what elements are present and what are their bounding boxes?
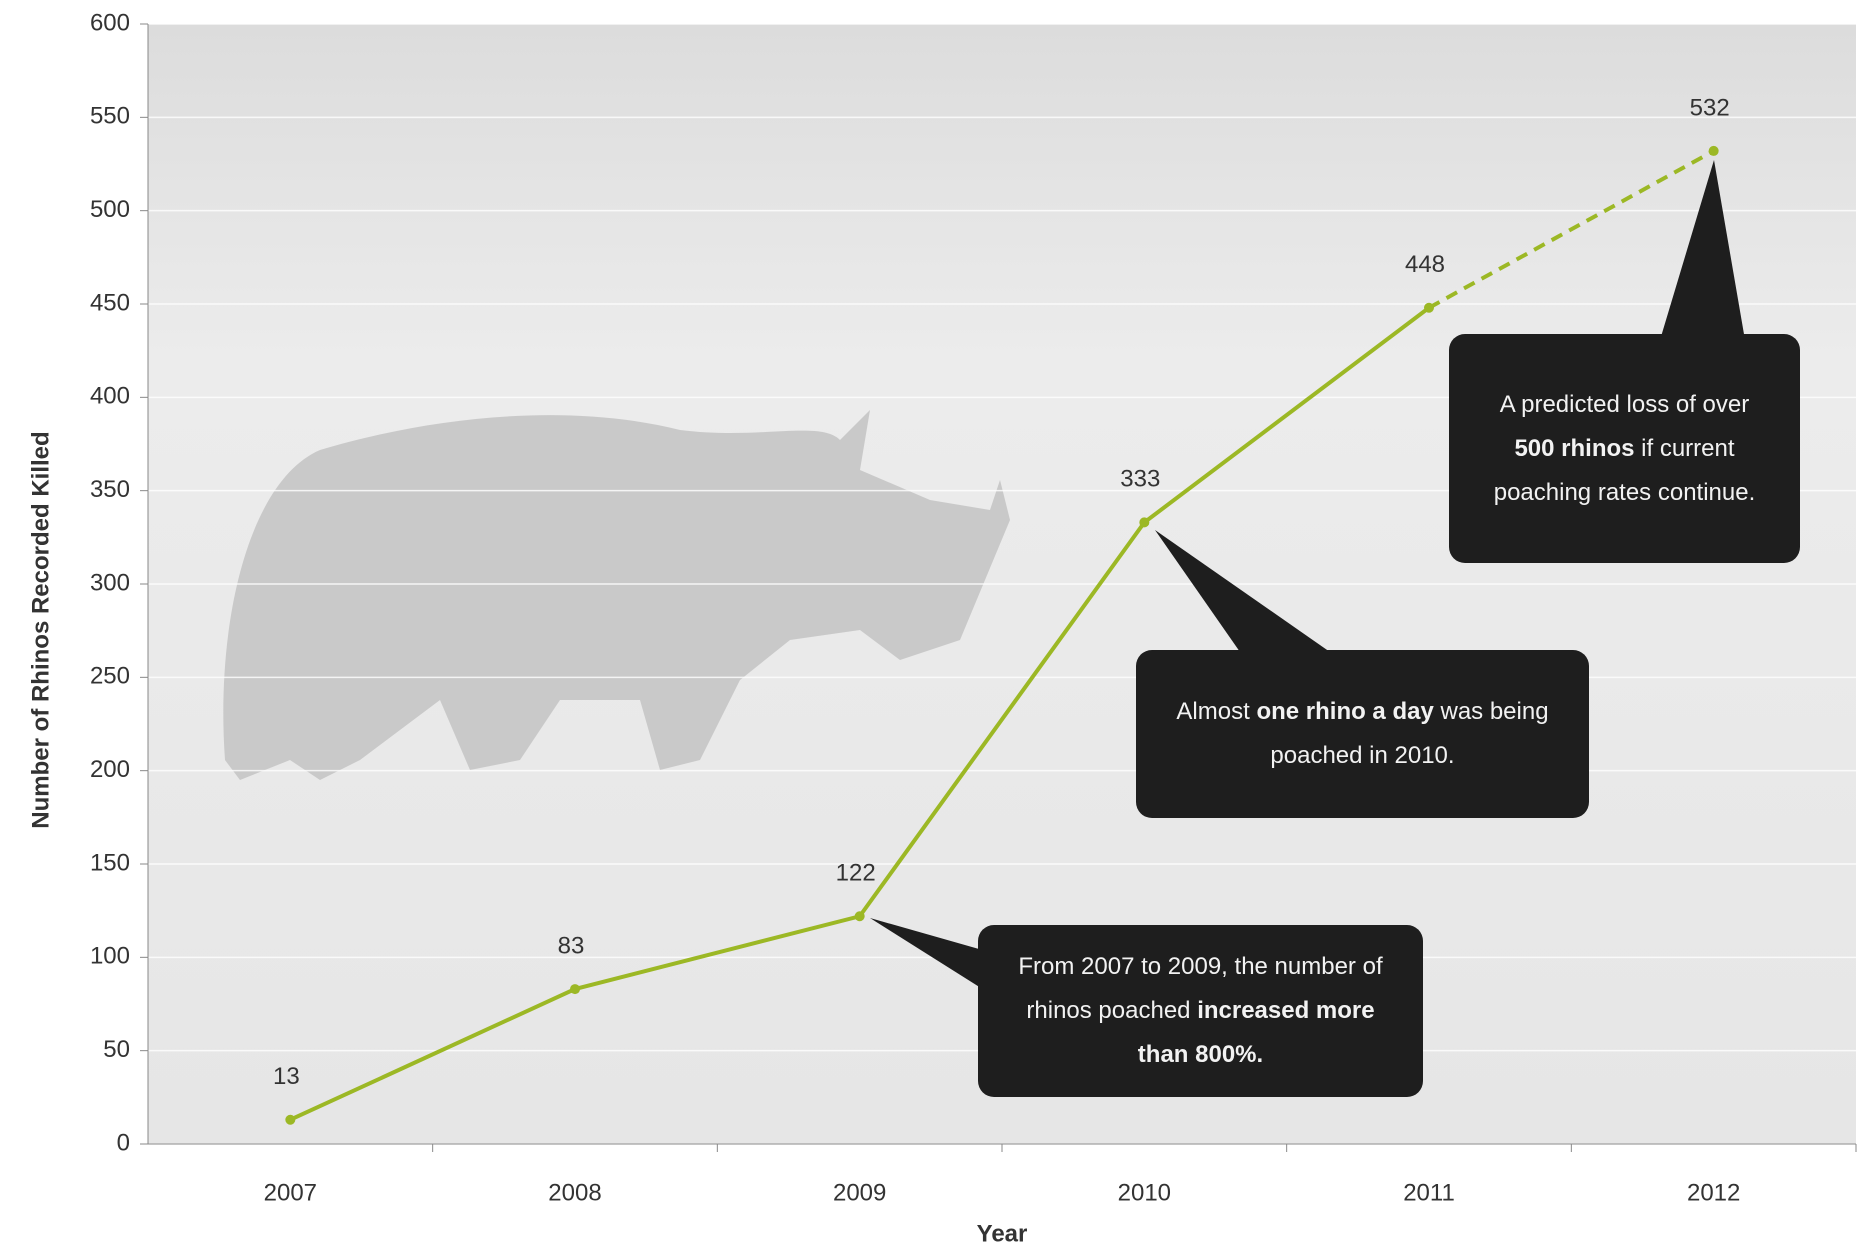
data-label: 333 <box>1120 466 1160 493</box>
x-tick-label: 2008 <box>548 1179 601 1206</box>
callout: A predicted loss of over 500 rhinos if c… <box>1449 334 1800 563</box>
y-tick-label: 250 <box>90 663 130 690</box>
y-tick-label: 600 <box>90 9 130 36</box>
data-point <box>1708 145 1719 156</box>
callout-span: A predicted loss of over <box>1499 390 1750 418</box>
data-label: 532 <box>1690 94 1730 121</box>
y-tick-label: 400 <box>90 383 130 410</box>
x-tick-label: 2010 <box>1118 1179 1171 1206</box>
y-tick-label: 100 <box>90 943 130 970</box>
data-point <box>854 911 865 922</box>
x-tick-label: 2007 <box>264 1179 317 1206</box>
data-line <box>1428 149 1715 310</box>
callout-text: A predicted loss of over 500 rhinos if c… <box>1477 383 1772 515</box>
x-tick-label: 2011 <box>1403 1179 1455 1206</box>
data-point <box>285 1114 296 1125</box>
y-tick-label: 150 <box>90 849 130 876</box>
data-label: 83 <box>558 932 585 959</box>
callout-emphasis: 500 rhinos <box>1514 434 1635 462</box>
callout-pointer <box>1660 160 1745 340</box>
callout-pointer <box>870 918 1000 1000</box>
x-tick-label: 2009 <box>833 1179 886 1206</box>
data-label: 448 <box>1405 251 1445 278</box>
callout: Almost one rhino a day was being poached… <box>1136 650 1589 818</box>
callout-text: From 2007 to 2009, the number of rhinos … <box>1006 945 1395 1077</box>
callout-text: Almost one rhino a day was being poached… <box>1164 690 1561 778</box>
y-tick-label: 350 <box>90 476 130 503</box>
callout-span: From 2007 to 2009, the number of rhinos … <box>1018 953 1383 1024</box>
rhino-silhouette <box>223 410 1011 780</box>
callout-pointer <box>1155 530 1330 652</box>
callout-span: if current poaching rates continue. <box>1493 434 1756 506</box>
y-tick-label: 50 <box>103 1036 130 1063</box>
y-tick-label: 500 <box>90 196 130 223</box>
y-axis-label: Number of Rhinos Recorded Killed <box>27 431 54 828</box>
y-tick-label: 550 <box>90 103 130 130</box>
data-point <box>570 984 580 995</box>
data-label: 13 <box>273 1063 300 1090</box>
callout-span: Almost <box>1176 698 1257 725</box>
callout-emphasis: one rhino a day <box>1256 698 1434 725</box>
callout-emphasis: increased more than 800%. <box>1137 997 1375 1068</box>
callout-span: was being poached in 2010. <box>1270 698 1549 769</box>
data-point <box>1424 302 1434 313</box>
data-point <box>1139 517 1150 528</box>
data-label: 122 <box>836 860 876 887</box>
y-tick-label: 200 <box>90 756 130 783</box>
y-tick-label: 450 <box>90 289 130 316</box>
x-tick-label: 2012 <box>1687 1179 1740 1206</box>
x-axis-label: Year <box>977 1220 1028 1247</box>
callout: From 2007 to 2009, the number of rhinos … <box>978 925 1423 1097</box>
y-tick-label: 0 <box>117 1129 130 1156</box>
y-tick-label: 300 <box>90 569 130 596</box>
